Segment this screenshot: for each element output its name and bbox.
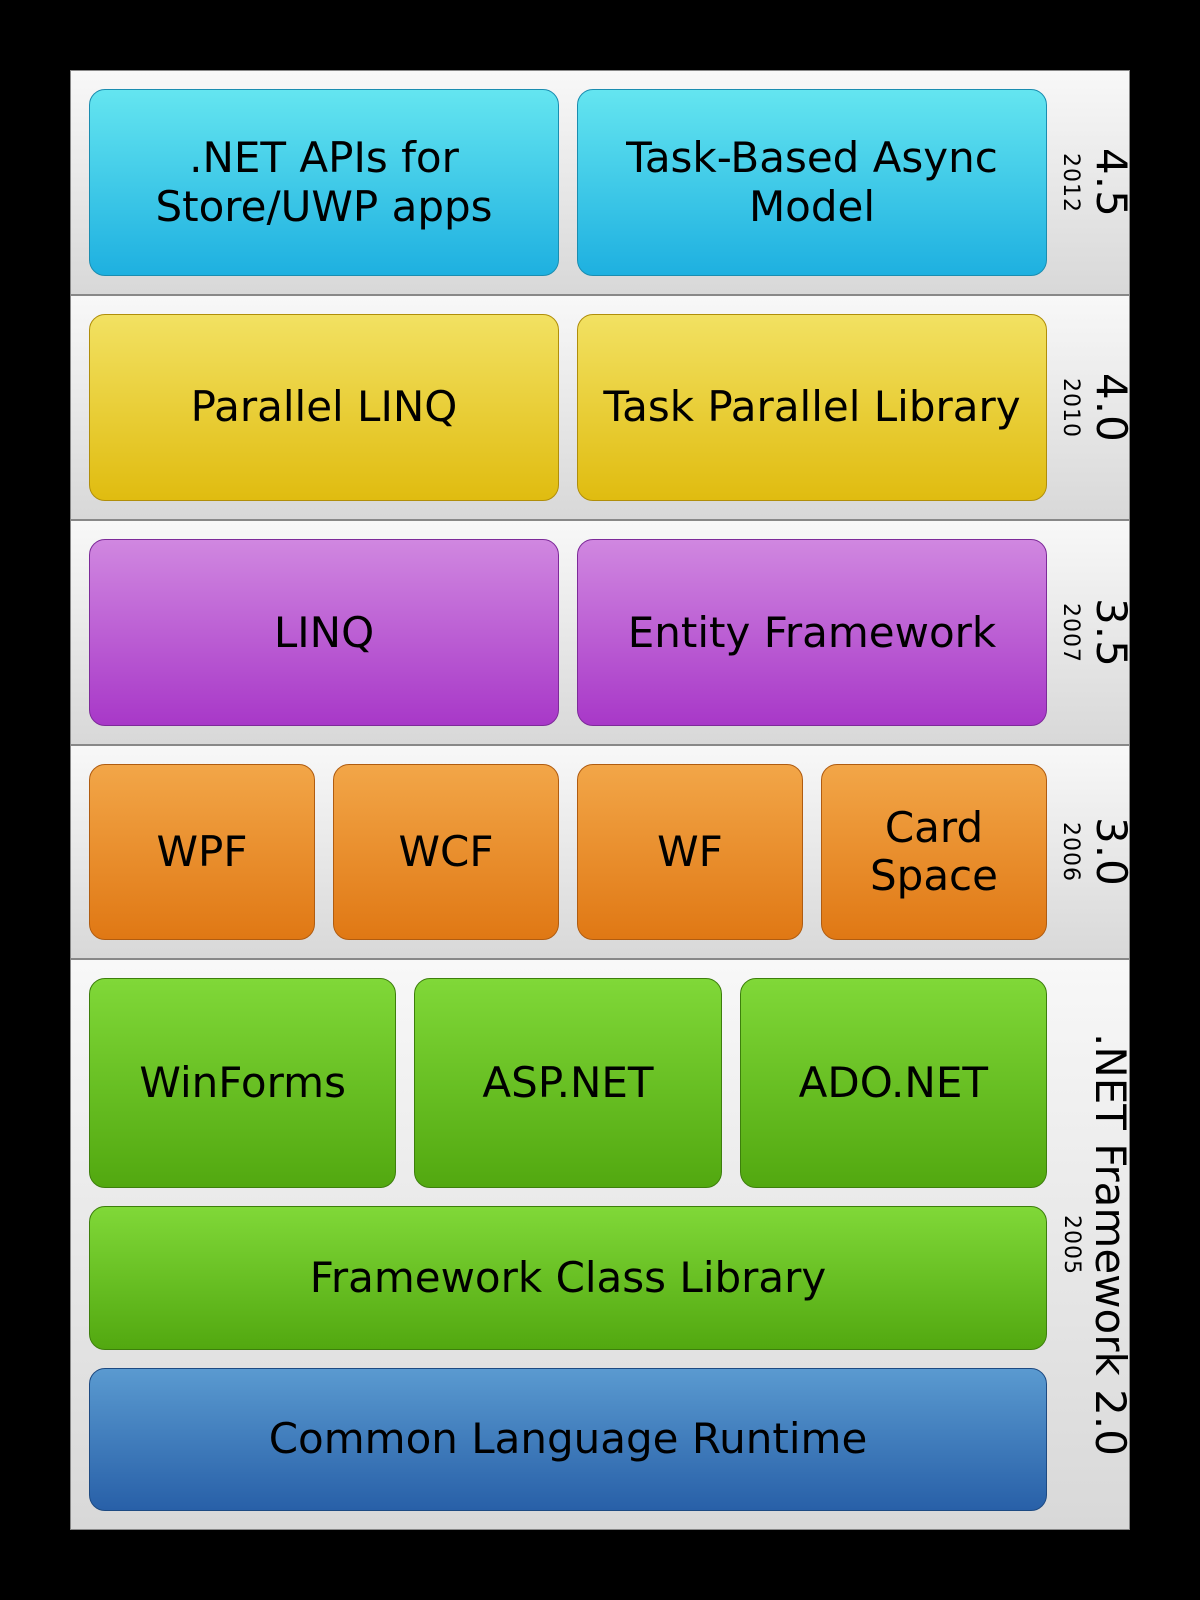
layer-20-body: WinForms ASP.NET ADO.NET Framework Class… bbox=[71, 960, 1065, 1529]
box-store-uwp-apis: .NET APIs for Store/UWP apps bbox=[89, 89, 559, 276]
side-30-year: 2006 bbox=[1058, 822, 1083, 882]
box-task-async-model: Task-Based Async Model bbox=[577, 89, 1047, 276]
side-45-year: 2012 bbox=[1058, 153, 1083, 213]
box-fcl: Framework Class Library bbox=[89, 1206, 1047, 1349]
box-clr: Common Language Runtime bbox=[89, 1368, 1047, 1511]
box-cardspace: Card Space bbox=[821, 764, 1047, 940]
box-task-parallel-library: Task Parallel Library bbox=[577, 314, 1047, 501]
side-20-version: .NET Framework 2.0 bbox=[1086, 1033, 1135, 1456]
layer-20-row-0: WinForms ASP.NET ADO.NET bbox=[89, 978, 1047, 1188]
dotnet-stack-diagram: .NET APIs for Store/UWP apps Task-Based … bbox=[70, 70, 1130, 1530]
side-20-year: 2005 bbox=[1059, 1215, 1084, 1275]
layer-35-row-0: LINQ Entity Framework bbox=[89, 539, 1047, 726]
box-winforms: WinForms bbox=[89, 978, 396, 1188]
box-parallel-linq: Parallel LINQ bbox=[89, 314, 559, 501]
box-wf: WF bbox=[577, 764, 803, 940]
side-30: 2006 3.0 bbox=[1065, 746, 1129, 958]
side-20: 2005 .NET Framework 2.0 bbox=[1065, 960, 1129, 1529]
layer-30-body: WPF WCF WF Card Space bbox=[71, 746, 1065, 958]
side-35-version: 3.5 bbox=[1087, 598, 1136, 668]
layer-20: WinForms ASP.NET ADO.NET Framework Class… bbox=[70, 959, 1130, 1530]
side-45: 2012 4.5 bbox=[1065, 71, 1129, 294]
layer-20-row-1: Framework Class Library bbox=[89, 1206, 1047, 1349]
layer-40: Parallel LINQ Task Parallel Library 2010… bbox=[70, 295, 1130, 520]
layer-20-row-2: Common Language Runtime bbox=[89, 1368, 1047, 1511]
layer-40-row-0: Parallel LINQ Task Parallel Library bbox=[89, 314, 1047, 501]
side-40-year: 2010 bbox=[1058, 378, 1083, 438]
side-30-version: 3.0 bbox=[1087, 817, 1136, 887]
side-35-year: 2007 bbox=[1058, 603, 1083, 663]
box-wpf: WPF bbox=[89, 764, 315, 940]
layer-45-body: .NET APIs for Store/UWP apps Task-Based … bbox=[71, 71, 1065, 294]
layer-35-body: LINQ Entity Framework bbox=[71, 521, 1065, 744]
layer-30: WPF WCF WF Card Space 2006 3.0 bbox=[70, 745, 1130, 959]
box-aspnet: ASP.NET bbox=[414, 978, 721, 1188]
layer-40-body: Parallel LINQ Task Parallel Library bbox=[71, 296, 1065, 519]
layer-45-row-0: .NET APIs for Store/UWP apps Task-Based … bbox=[89, 89, 1047, 276]
layer-30-row-0: WPF WCF WF Card Space bbox=[89, 764, 1047, 940]
side-40-version: 4.0 bbox=[1087, 373, 1136, 443]
box-linq: LINQ bbox=[89, 539, 559, 726]
box-wcf: WCF bbox=[333, 764, 559, 940]
layer-35: LINQ Entity Framework 2007 3.5 bbox=[70, 520, 1130, 745]
side-40: 2010 4.0 bbox=[1065, 296, 1129, 519]
side-35: 2007 3.5 bbox=[1065, 521, 1129, 744]
box-entity-framework: Entity Framework bbox=[577, 539, 1047, 726]
layer-45: .NET APIs for Store/UWP apps Task-Based … bbox=[70, 70, 1130, 295]
box-adonet: ADO.NET bbox=[740, 978, 1047, 1188]
side-45-version: 4.5 bbox=[1087, 148, 1136, 218]
